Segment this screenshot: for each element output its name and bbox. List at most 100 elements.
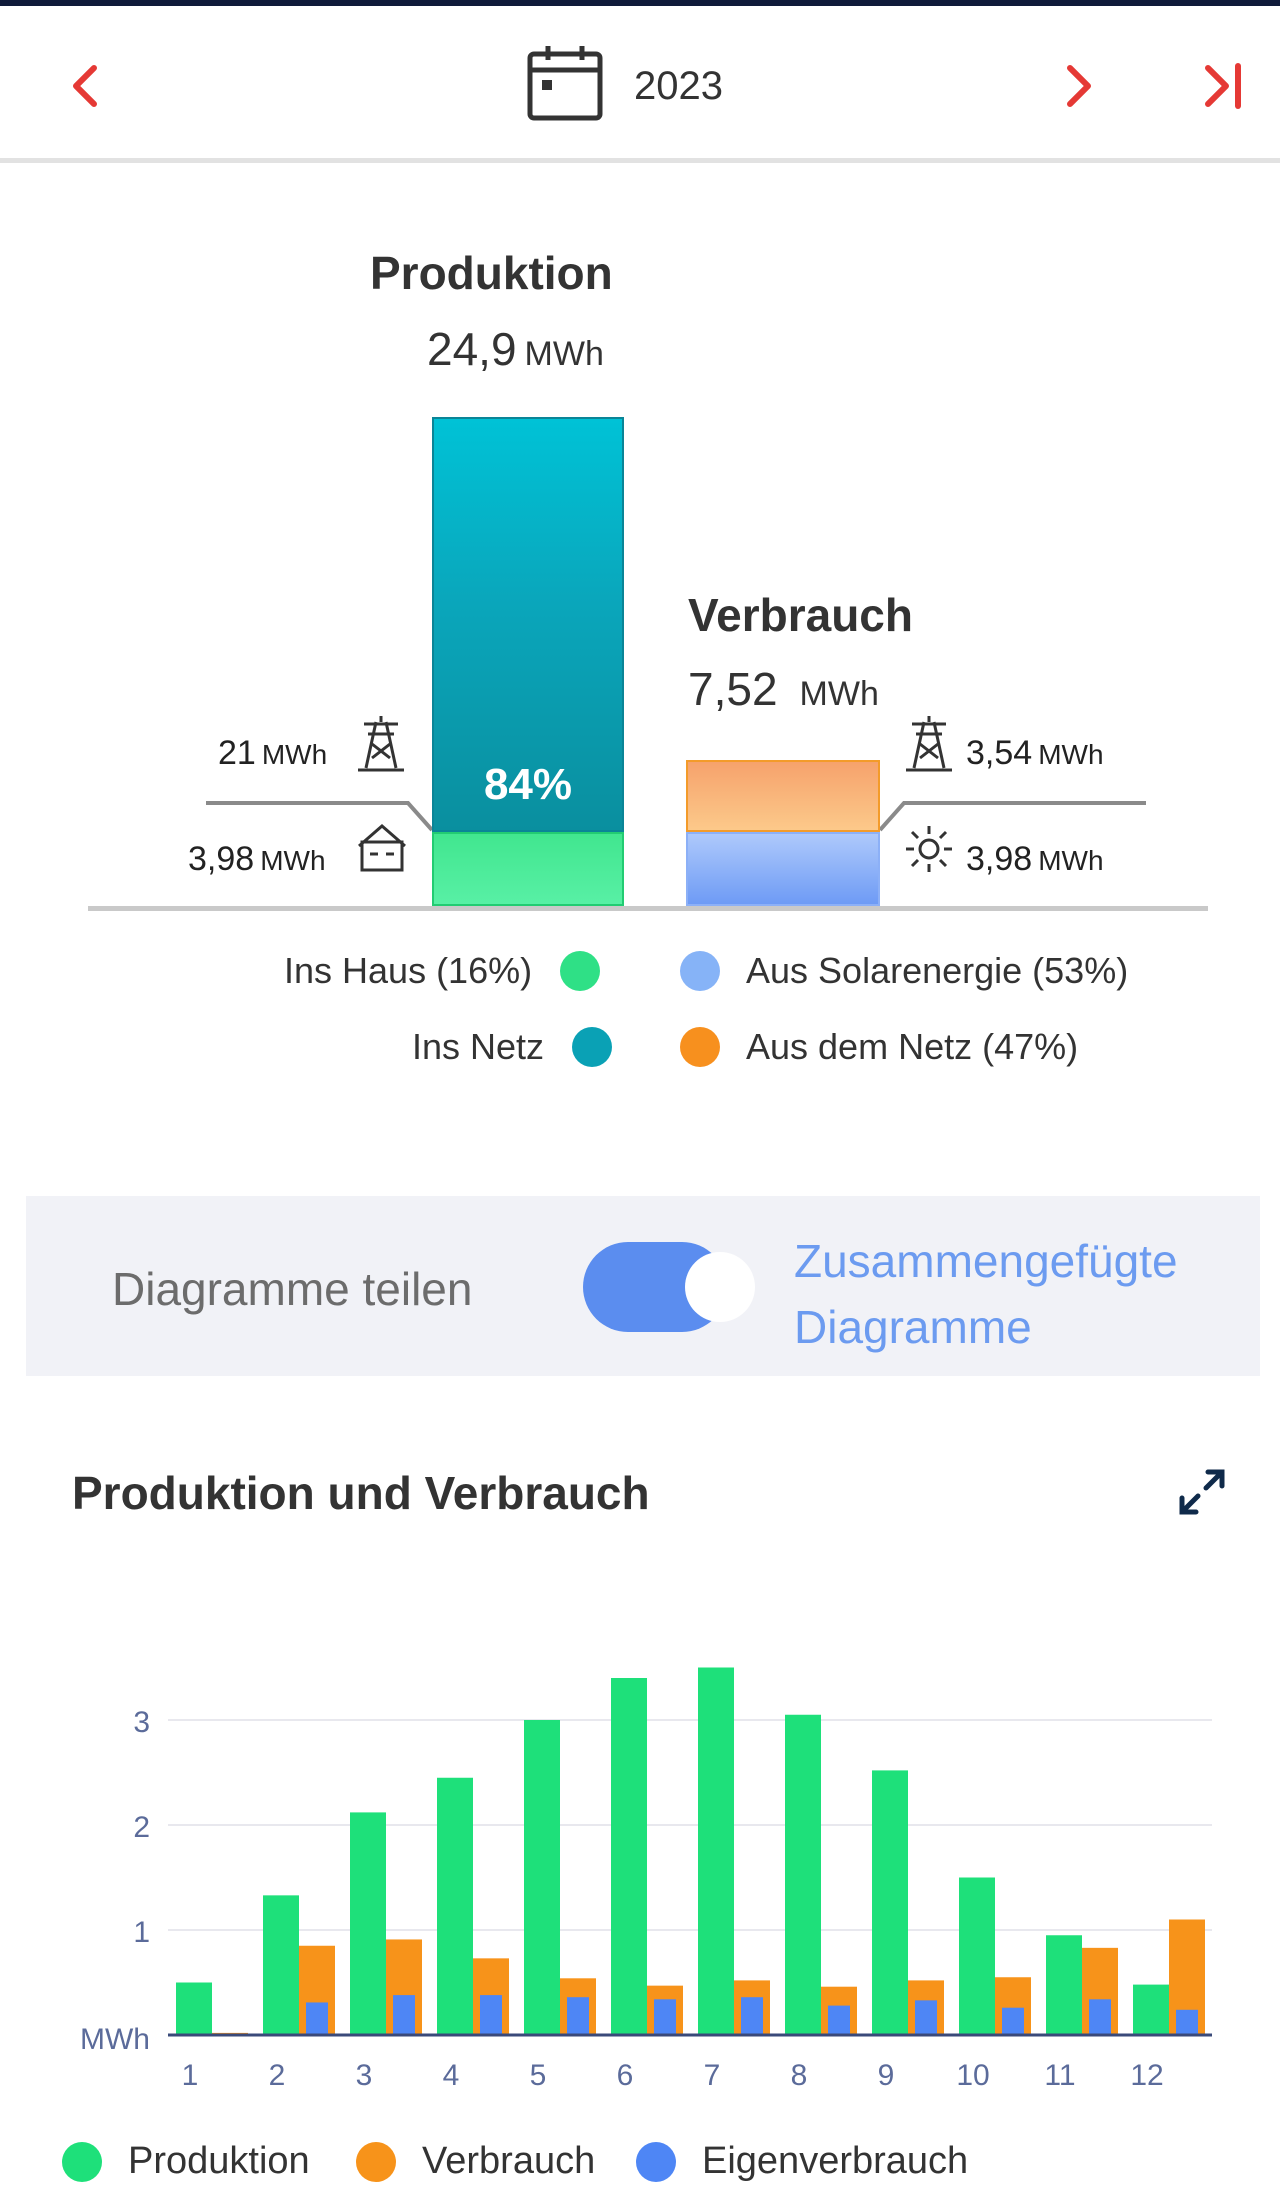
to-house-amount: 3,98 MWh <box>188 840 326 879</box>
chart-legend-verbrauch: Verbrauch <box>356 2140 595 2183</box>
legend-aus-netz: Aus dem Netz (47%) <box>680 1026 1078 1068</box>
x-tick-label: 8 <box>791 2059 808 2092</box>
bar-eigenverbrauch <box>306 2002 328 2035</box>
x-tick-label: 1 <box>182 2059 199 2092</box>
bar-eigenverbrauch <box>828 2005 850 2035</box>
bar-produktion <box>698 1667 734 2035</box>
bar-eigenverbrauch <box>741 1997 763 2035</box>
chart-legend-verbrauch-dot <box>356 2141 396 2182</box>
legend-ins-haus: Ins Haus (16%) <box>284 950 601 992</box>
bar-produktion <box>959 1877 995 2035</box>
bar-eigenverbrauch <box>1002 2007 1024 2035</box>
bar-produktion <box>437 1777 473 2035</box>
legend-aus-solar: Aus Solarenergie (53%) <box>680 950 1128 992</box>
consumption-total-unit: MWh <box>799 675 879 713</box>
chart-legend-verbrauch-label: Verbrauch <box>422 2140 596 2182</box>
status-strip <box>0 0 1280 6</box>
bar-produktion <box>1133 1984 1169 2035</box>
x-tick-label: 5 <box>530 2059 547 2092</box>
power-pylon-icon <box>906 716 952 772</box>
chevron-right-icon <box>1067 65 1091 107</box>
y-tick-label: 1 <box>133 1916 150 1949</box>
bar-produktion <box>524 1720 560 2035</box>
y-axis-unit-label: MWh <box>80 2023 150 2056</box>
flow-connector-lines <box>206 801 1146 832</box>
chart-legend-eigenverbrauch-dot <box>636 2141 676 2182</box>
bar-produktion <box>611 1678 647 2035</box>
consumption-title: Verbrauch <box>688 589 913 641</box>
legend-ins-haus-dot <box>560 951 601 991</box>
bar-produktion <box>263 1895 299 2035</box>
date-navigation-header: 2023 <box>0 6 1280 160</box>
bar-eigenverbrauch <box>1176 2009 1198 2035</box>
merged-charts-label-line2: Diagramme <box>794 1301 1032 1353</box>
bar-eigenverbrauch <box>567 1997 589 2035</box>
production-to-house-bar <box>432 832 624 906</box>
to-grid-value: 21 <box>218 734 256 772</box>
skip-to-end-icon <box>1205 63 1241 109</box>
legend-ins-netz-dot <box>572 1027 613 1067</box>
calendar-button[interactable] <box>524 42 606 124</box>
consumption-total-value: 7,52 <box>688 663 778 715</box>
from-grid-value: 3,54 <box>966 734 1033 772</box>
consumption-from-grid-bar <box>686 760 880 832</box>
bar-eigenverbrauch <box>393 1995 415 2035</box>
merged-charts-label[interactable]: Zusammengefügte Diagramme <box>794 1228 1254 1360</box>
chart-legend-produktion: Produktion <box>62 2140 310 2183</box>
legend-aus-netz-label: Aus dem Netz (47%) <box>746 1026 1079 1067</box>
selected-year[interactable]: 2023 <box>634 64 723 108</box>
y-tick-label: 2 <box>133 1811 150 1844</box>
x-tick-label: 11 <box>1044 2059 1075 2092</box>
x-tick-label: 10 <box>956 2059 989 2092</box>
power-pylon-icon <box>358 716 404 772</box>
expand-icon <box>1179 1469 1225 1515</box>
from-solar-unit: MWh <box>1038 845 1104 876</box>
consumption-total: 7,52 MWh <box>688 662 879 716</box>
from-solar-value: 3,98 <box>966 840 1033 878</box>
chevron-left-icon <box>73 65 97 107</box>
previous-period-button[interactable] <box>56 56 116 116</box>
x-tick-label: 2 <box>269 2059 286 2092</box>
header-divider <box>0 158 1280 163</box>
bar-eigenverbrauch <box>1089 1999 1111 2035</box>
bar-eigenverbrauch <box>654 1999 676 2035</box>
skip-to-current-button[interactable] <box>1192 56 1252 116</box>
merged-charts-label-line1: Zusammengefügte <box>794 1235 1178 1287</box>
expand-chart-button[interactable] <box>1176 1466 1228 1518</box>
x-tick-label: 7 <box>704 2059 721 2092</box>
x-tick-label: 3 <box>356 2059 373 2092</box>
production-total-value: 24,9 <box>427 323 517 375</box>
bar-produktion <box>785 1714 821 2035</box>
split-charts-label[interactable]: Diagramme teilen <box>112 1263 473 1315</box>
legend-aus-netz-dot <box>680 1027 720 1067</box>
sun-icon <box>906 826 952 872</box>
house-icon <box>358 824 406 872</box>
toggle-knob[interactable] <box>685 1252 755 1322</box>
next-period-button[interactable] <box>1048 56 1108 116</box>
bar-eigenverbrauch <box>915 2000 937 2035</box>
to-grid-amount: 21 MWh <box>218 734 327 773</box>
bar-produktion <box>350 1812 386 2035</box>
x-tick-label: 9 <box>878 2059 895 2092</box>
production-to-grid-bar <box>432 417 624 832</box>
x-tick-label: 12 <box>1130 2059 1163 2092</box>
chart-legend-eigenverbrauch: Eigenverbrauch <box>636 2140 968 2183</box>
summary-baseline <box>88 906 1208 911</box>
x-tick-label: 6 <box>617 2059 634 2092</box>
legend-aus-solar-label: Aus Solarenergie (53%) <box>746 950 1129 991</box>
consumption-from-solar-bar <box>686 832 880 906</box>
production-title: Produktion <box>370 247 613 299</box>
legend-ins-netz: Ins Netz <box>412 1026 613 1068</box>
chart-legend-produktion-dot <box>62 2141 102 2182</box>
legend-ins-netz-label: Ins Netz <box>412 1026 545 1067</box>
bar-eigenverbrauch <box>480 1995 502 2035</box>
bar-produktion <box>872 1770 908 2035</box>
chart-legend-eigenverbrauch-label: Eigenverbrauch <box>702 2140 969 2182</box>
calendar-icon <box>527 46 603 121</box>
chart-title: Produktion und Verbrauch <box>72 1467 650 1519</box>
from-grid-unit: MWh <box>1038 739 1104 770</box>
bar-produktion <box>1046 1935 1082 2035</box>
to-house-value: 3,98 <box>188 840 255 878</box>
legend-ins-haus-label: Ins Haus (16%) <box>284 950 533 991</box>
